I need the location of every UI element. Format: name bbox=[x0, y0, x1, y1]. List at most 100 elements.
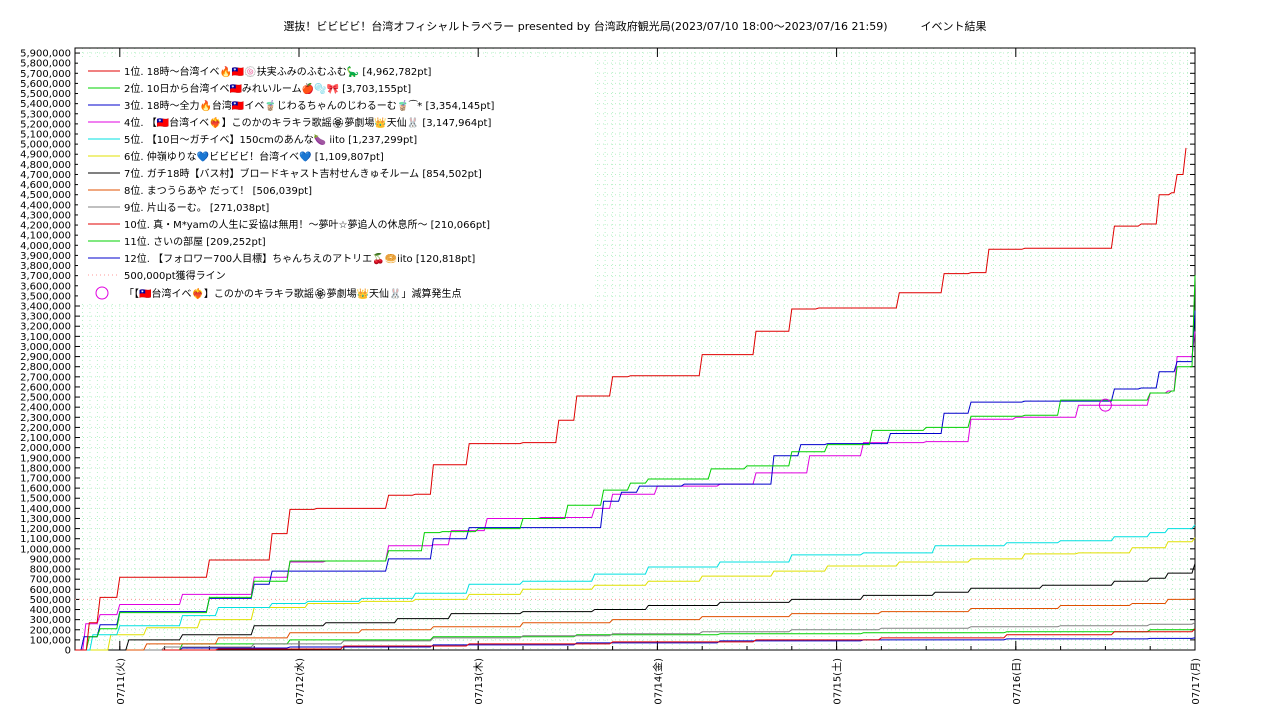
legend-marker bbox=[95, 286, 109, 300]
series-line-9 bbox=[75, 622, 1196, 651]
y-tick-label: 0 bbox=[65, 646, 71, 657]
series-line-10 bbox=[75, 628, 1196, 651]
y-tick-label: 900,000 bbox=[30, 554, 71, 565]
legend-entry: 「【🇹🇼台湾イベ❤️‍🔥】このかのキラキラ歌謡🏵夢劇場👑天仙🐰」減算発生点 bbox=[124, 287, 462, 300]
y-tick-label: 1,400,000 bbox=[20, 504, 71, 515]
y-tick-label: 300,000 bbox=[30, 615, 71, 626]
legend-entry: 9位. 片山るーむ。 [271,038pt] bbox=[124, 201, 269, 214]
x-tick-label: 07/11(火) bbox=[115, 658, 127, 705]
series-line-4 bbox=[75, 331, 1196, 651]
y-tick-label: 2,300,000 bbox=[20, 413, 71, 424]
y-tick-label: 2,600,000 bbox=[20, 382, 71, 393]
y-tick-label: 5,200,000 bbox=[20, 119, 71, 130]
y-tick-label: 400,000 bbox=[30, 605, 71, 616]
legend-entry: 2位. 10日から台湾イベ🇹🇼みれいルーム🍎🫧🎀 [3,703,155pt] bbox=[124, 82, 411, 95]
series-line-2 bbox=[75, 275, 1196, 651]
x-tick-label: 07/15(土) bbox=[831, 658, 844, 705]
y-tick-label: 5,900,000 bbox=[20, 49, 71, 60]
y-tick-label: 3,400,000 bbox=[20, 302, 71, 313]
y-tick-label: 4,300,000 bbox=[20, 210, 71, 221]
y-tick-label: 1,200,000 bbox=[20, 524, 71, 535]
y-tick-label: 3,000,000 bbox=[20, 342, 71, 353]
y-tick-label: 2,800,000 bbox=[20, 362, 71, 373]
legend-entry: 8位. まつうらあや だって！ [506,039pt] bbox=[124, 184, 312, 197]
y-tick-label: 2,700,000 bbox=[20, 372, 71, 383]
y-tick-label: 5,800,000 bbox=[20, 59, 71, 70]
x-axis: 07/11(火) 07/12(水) 07/13(木) 07/14(金) 07/15(土)… bbox=[74, 48, 1202, 705]
y-tick-label: 3,200,000 bbox=[20, 322, 71, 333]
y-tick-label: 3,800,000 bbox=[20, 261, 71, 272]
y-tick-label: 100,000 bbox=[30, 635, 71, 646]
chart-title: 選抜！ビビビビ！台湾オフィシャルトラベラー presented by 台湾政府観… bbox=[283, 19, 986, 33]
series-line-8 bbox=[75, 598, 1196, 651]
y-tick-label: 4,100,000 bbox=[20, 231, 71, 242]
y-tick-label: 2,100,000 bbox=[20, 433, 71, 444]
y-tick-label: 1,700,000 bbox=[20, 474, 71, 485]
y-tick-label: 5,100,000 bbox=[20, 130, 71, 141]
series-line-6 bbox=[75, 537, 1196, 651]
legend-entry: 11位. さいの部屋 [209,252pt] bbox=[124, 235, 266, 248]
y-axis: 0100,000200,000300,000400,000500,000600,… bbox=[20, 49, 1195, 657]
y-tick-label: 5,700,000 bbox=[20, 69, 71, 80]
y-tick-label: 3,100,000 bbox=[20, 332, 71, 343]
legend-entry: 3位. 18時〜全力🔥台湾🇹🇼イベ🧋じわるちゃんのじわるーむ🧋⁀* [3,354… bbox=[124, 99, 495, 112]
y-tick-label: 5,000,000 bbox=[20, 140, 71, 151]
y-tick-label: 2,200,000 bbox=[20, 423, 71, 434]
legend-entry: 12位. 【フォロワー700人目標】ちゃんちえのアトリエ🍒🥯iito [120,… bbox=[124, 252, 475, 265]
y-tick-label: 5,400,000 bbox=[20, 99, 71, 110]
legend-entry: 6位. 仲嶺ゆりな💙ビビビビ！台湾イベ💙 [1,109,807pt] bbox=[124, 150, 384, 163]
legend-entry: 7位. ガチ18時【バス村】ブロードキャスト吉村せんきゅそルーム [854,50… bbox=[124, 167, 482, 180]
legend-entry: 5位. 【10日〜ガチイベ】150cmのあんな🍆 iito [1,237,299… bbox=[124, 133, 417, 146]
y-tick-label: 2,000,000 bbox=[20, 443, 71, 454]
y-tick-label: 200,000 bbox=[30, 625, 71, 636]
series-line-12 bbox=[75, 637, 1196, 651]
y-tick-label: 3,300,000 bbox=[20, 312, 71, 323]
x-tick-label: 07/12(水) bbox=[294, 658, 306, 705]
y-tick-label: 3,600,000 bbox=[20, 281, 71, 292]
y-tick-label: 2,400,000 bbox=[20, 403, 71, 414]
y-tick-label: 3,500,000 bbox=[20, 291, 71, 302]
x-tick-label: 07/17(月) bbox=[1190, 658, 1202, 705]
y-tick-label: 5,600,000 bbox=[20, 79, 71, 90]
marker-circle bbox=[1098, 398, 1112, 412]
legend: 1位. 18時〜台湾イベ🔥🇹🇼🍥扶実ふみのふむふむ🦕 [4,962,782pt]… bbox=[78, 60, 593, 304]
y-tick-label: 800,000 bbox=[30, 565, 71, 576]
y-tick-label: 2,500,000 bbox=[20, 393, 71, 404]
y-tick-label: 2,900,000 bbox=[20, 352, 71, 363]
series-lines bbox=[75, 147, 1196, 651]
y-tick-label: 1,500,000 bbox=[20, 494, 71, 505]
y-tick-label: 4,400,000 bbox=[20, 200, 71, 211]
legend-entry: 1位. 18時〜台湾イベ🔥🇹🇼🍥扶実ふみのふむふむ🦕 [4,962,782pt] bbox=[124, 65, 431, 78]
y-tick-label: 4,500,000 bbox=[20, 190, 71, 201]
x-tick-label: 07/16(日) bbox=[1012, 658, 1023, 705]
series-line-7 bbox=[75, 563, 1196, 651]
y-tick-label: 700,000 bbox=[30, 575, 71, 586]
y-tick-label: 5,500,000 bbox=[20, 89, 71, 100]
y-tick-label: 5,300,000 bbox=[20, 109, 71, 120]
y-tick-label: 600,000 bbox=[30, 585, 71, 596]
x-tick-label: 07/13(木) bbox=[473, 658, 485, 705]
y-tick-label: 1,000,000 bbox=[20, 544, 71, 555]
series-line-5 bbox=[75, 524, 1196, 651]
y-tick-label: 4,600,000 bbox=[20, 180, 71, 191]
y-tick-label: 4,000,000 bbox=[20, 241, 71, 252]
legend-entry: 4位. 【🇹🇼台湾イベ❤️‍🔥】このかのキラキラ歌謡🏵夢劇場👑天仙🐰 [3,14… bbox=[124, 116, 491, 129]
y-tick-label: 4,700,000 bbox=[20, 170, 71, 181]
y-tick-label: 4,900,000 bbox=[20, 150, 71, 161]
y-tick-label: 3,900,000 bbox=[20, 251, 71, 262]
y-tick-label: 3,700,000 bbox=[20, 271, 71, 282]
series-line-1 bbox=[75, 147, 1187, 651]
y-tick-label: 1,100,000 bbox=[20, 534, 71, 545]
legend-entry: 500,000pt獲得ライン bbox=[124, 269, 226, 282]
y-tick-label: 1,600,000 bbox=[20, 484, 71, 495]
y-tick-label: 4,800,000 bbox=[20, 160, 71, 171]
y-tick-label: 1,800,000 bbox=[20, 463, 71, 474]
y-tick-label: 1,900,000 bbox=[20, 453, 71, 464]
y-tick-label: 500,000 bbox=[30, 595, 71, 606]
y-tick-label: 4,200,000 bbox=[20, 221, 71, 232]
y-tick-label: 1,300,000 bbox=[20, 514, 71, 525]
x-tick-label: 07/14(金) bbox=[651, 658, 664, 705]
legend-background bbox=[78, 60, 593, 304]
plot-frame bbox=[74, 47, 1196, 651]
